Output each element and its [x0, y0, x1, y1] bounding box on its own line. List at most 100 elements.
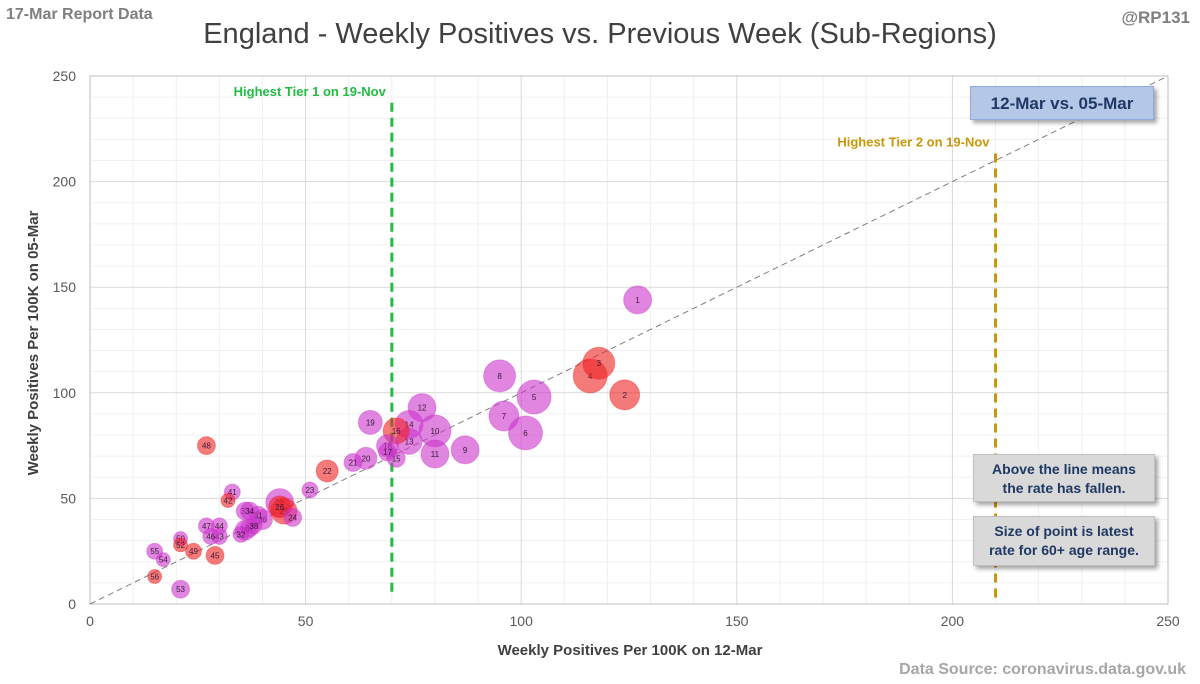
- note-point-size: Size of point is latest rate for 60+ age…: [973, 516, 1155, 566]
- y-tick-label: 200: [53, 174, 77, 190]
- data-point-label: 13: [405, 437, 414, 446]
- x-axis-ticks: 0 50 100 150 200 250: [86, 613, 1180, 629]
- y-tick-label: 100: [53, 385, 77, 401]
- data-point-marker: [196, 436, 216, 456]
- data-point-marker: [173, 537, 189, 553]
- data-point-label: 42: [224, 497, 233, 506]
- data-point-label: 19: [366, 418, 375, 427]
- data-point-label: 31: [254, 511, 263, 520]
- data-point: 49: [184, 542, 202, 560]
- data-point: 21: [343, 452, 363, 472]
- y-tick-label: 250: [53, 68, 77, 84]
- data-point-marker: [516, 379, 552, 415]
- y-tick-label: 50: [60, 490, 76, 506]
- y-tick-label: 150: [53, 279, 77, 295]
- data-point-label: 52: [176, 541, 185, 550]
- data-point-marker: [609, 379, 641, 411]
- data-point: 9: [450, 435, 480, 465]
- data-point-label: 5: [532, 393, 537, 402]
- data-point-label: 48: [202, 442, 211, 451]
- data-point-label: 2: [622, 391, 627, 400]
- data-point-marker: [155, 552, 171, 568]
- data-points: 4563810271911121428131625191820222630361…: [146, 285, 653, 599]
- data-point: 22: [315, 459, 339, 483]
- data-point-label: 20: [362, 454, 371, 463]
- data-point-label: 56: [150, 573, 159, 582]
- data-point: 2: [609, 379, 641, 411]
- data-point-label: 21: [349, 458, 358, 467]
- data-point-label: 12: [418, 404, 427, 413]
- x-tick-label: 200: [941, 613, 965, 629]
- data-point: 24: [283, 507, 303, 527]
- data-point-marker: [147, 569, 163, 585]
- tier2-label: Highest Tier 2 on 19-Nov: [837, 134, 990, 149]
- data-point: 44: [210, 517, 228, 535]
- data-point-marker: [343, 452, 363, 472]
- data-point: 42: [220, 493, 236, 509]
- data-point-marker: [357, 409, 383, 435]
- data-point-marker: [508, 415, 544, 451]
- data-point-label: 32: [236, 530, 245, 539]
- data-point-label: 6: [523, 429, 528, 438]
- author-handle: @RP131: [1121, 8, 1190, 27]
- data-point-label: 15: [392, 454, 401, 463]
- data-point-label: 46: [206, 532, 215, 541]
- note-above-line: Above the line means the rate has fallen…: [973, 454, 1155, 502]
- data-point-marker: [220, 493, 236, 509]
- data-point: 23: [301, 481, 319, 499]
- data-point: 32: [232, 525, 250, 543]
- report-date-label: 17-Mar Report Data: [6, 6, 153, 23]
- data-point-marker: [420, 439, 450, 469]
- data-point: 56: [147, 569, 163, 585]
- data-point-marker: [378, 442, 398, 462]
- data-point-marker: [232, 525, 250, 543]
- chart-title: England - Weekly Positives vs. Previous …: [203, 18, 997, 50]
- x-tick-label: 0: [86, 613, 94, 629]
- x-tick-label: 250: [1156, 613, 1180, 629]
- x-tick-label: 50: [298, 613, 314, 629]
- data-point-marker: [197, 517, 215, 535]
- tier1-label: Highest Tier 1 on 19-Nov: [234, 84, 387, 99]
- data-point-label: 55: [150, 547, 159, 556]
- data-point: 3: [582, 346, 616, 380]
- data-point-label: 53: [176, 585, 185, 594]
- data-point-label: 14: [405, 420, 414, 429]
- data-point: 48: [196, 436, 216, 456]
- data-point-marker: [301, 481, 319, 499]
- data-point-marker: [205, 545, 225, 565]
- data-point-label: 38: [249, 522, 258, 531]
- data-point-label: 17: [383, 448, 392, 457]
- data-point-label: 22: [323, 467, 332, 476]
- data-point-label: 49: [189, 547, 198, 556]
- data-point-label: 3: [597, 359, 602, 368]
- data-point-label: 34: [245, 507, 254, 516]
- data-point-label: 43: [215, 532, 224, 541]
- data-point-label: 11: [431, 450, 440, 459]
- data-point: 19: [357, 409, 383, 435]
- period-label-box: 12-Mar vs. 05-Mar: [970, 86, 1154, 120]
- data-point-label: 47: [202, 522, 211, 531]
- data-point: 47: [197, 517, 215, 535]
- data-point: 52: [173, 537, 189, 553]
- x-tick-label: 100: [510, 613, 534, 629]
- data-point: 11: [420, 439, 450, 469]
- data-point: 17: [378, 442, 398, 462]
- data-point-label: 44: [215, 522, 224, 531]
- data-point: 8: [483, 359, 517, 393]
- x-tick-label: 150: [725, 613, 749, 629]
- data-source-label: Data Source: coronavirus.data.gov.uk: [899, 661, 1186, 678]
- data-point-label: 23: [305, 486, 314, 495]
- data-point-label: 8: [497, 372, 502, 381]
- data-point-marker: [488, 400, 520, 432]
- data-point-label: 1: [635, 296, 640, 305]
- data-point-marker: [582, 346, 616, 380]
- data-point-label: 10: [431, 427, 440, 436]
- data-point: 53: [171, 579, 191, 599]
- x-axis-label: Weekly Positives Per 100K on 12-Mar: [498, 642, 763, 659]
- data-point-label: 24: [288, 513, 297, 522]
- data-point: 54: [155, 552, 171, 568]
- data-point-label: 9: [463, 446, 468, 455]
- plot-area-frame: [89, 75, 1169, 605]
- data-point-label: 26: [275, 503, 284, 512]
- data-point-marker: [171, 579, 191, 599]
